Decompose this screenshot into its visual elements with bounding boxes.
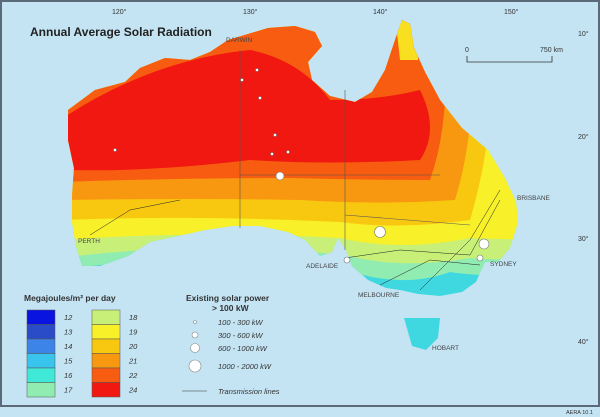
legend-swatch-label: 18 bbox=[129, 313, 138, 322]
state-borders bbox=[239, 50, 471, 250]
city-adelaide: ADELAIDE bbox=[306, 263, 339, 270]
radiation-legend: 12 13 14 15 16 17 18 19 20 21 22 24 bbox=[26, 309, 138, 398]
solar-legend-label: 1000 - 2000 kW bbox=[218, 362, 272, 371]
legend-swatch bbox=[26, 367, 56, 383]
solar-legend-label: 100 - 300 kW bbox=[218, 318, 264, 327]
latitude-labels: 10° 20° 30° 40° bbox=[578, 30, 589, 346]
solar-legend-labels: 100 - 300 kW 300 - 600 kW 600 - 1000 kW … bbox=[218, 318, 272, 371]
legend-swatch bbox=[26, 338, 56, 354]
legend-swatch bbox=[26, 309, 56, 325]
legend-swatch-label: 13 bbox=[64, 328, 73, 337]
lat-label: 40° bbox=[578, 338, 589, 346]
transmission-lines bbox=[89, 189, 501, 291]
legend-swatch bbox=[91, 353, 121, 369]
legend-swatch-label: 22 bbox=[128, 371, 138, 380]
map-frame bbox=[0, 0, 600, 407]
city-brisbane: BRISBANE bbox=[517, 195, 551, 202]
solar-legend-label: 600 - 1000 kW bbox=[218, 344, 268, 353]
legend-swatch bbox=[91, 338, 121, 354]
solar-legend-symbols bbox=[188, 320, 202, 373]
legend-swatch bbox=[91, 309, 121, 325]
transmission-legend-label: Transmission lines bbox=[218, 387, 280, 396]
legend-swatch-label: 19 bbox=[129, 328, 138, 337]
lat-label: 20° bbox=[578, 133, 589, 141]
lon-label: 130° bbox=[243, 8, 258, 16]
legend-swatch bbox=[26, 353, 56, 369]
lat-label: 10° bbox=[578, 30, 589, 38]
legend-swatch bbox=[91, 324, 121, 340]
legend-swatch bbox=[26, 382, 56, 398]
legend-swatch-label: 20 bbox=[128, 342, 138, 351]
city-melbourne: MELBOURNE bbox=[358, 292, 400, 299]
legend-swatch-label: 17 bbox=[64, 386, 73, 395]
lon-label: 150° bbox=[504, 8, 519, 16]
legend-swatch-label: 12 bbox=[64, 313, 73, 322]
solar-legend-label: 300 - 600 kW bbox=[218, 331, 264, 340]
legend-swatch-label: 21 bbox=[128, 357, 137, 366]
scale-bar: 0 750 km bbox=[465, 47, 563, 63]
city-perth: PERTH bbox=[78, 238, 100, 245]
lon-label: 140° bbox=[373, 8, 388, 16]
legend-swatch bbox=[26, 324, 56, 340]
legend-swatch-label: 14 bbox=[64, 342, 72, 351]
scale-end: 750 km bbox=[540, 47, 563, 54]
legend-swatch bbox=[91, 367, 121, 383]
legend-swatch-label: 15 bbox=[64, 357, 73, 366]
longitude-labels: 120° 130° 140° 150° bbox=[112, 8, 519, 16]
lat-label: 30° bbox=[578, 235, 589, 243]
city-hobart: HOBART bbox=[432, 345, 459, 352]
legend-swatch-label: 24 bbox=[128, 386, 137, 395]
solar-sites bbox=[113, 68, 490, 264]
legend-swatch bbox=[91, 382, 121, 398]
radiation-legend-title: Megajoules/m² per day bbox=[24, 293, 116, 303]
scale-start: 0 bbox=[465, 47, 469, 54]
city-sydney: SYDNEY bbox=[490, 261, 517, 268]
solar-legend-title: Existing solar power bbox=[186, 293, 270, 303]
city-darwin: DARWIN bbox=[226, 37, 253, 44]
legend-swatch-label: 16 bbox=[64, 371, 73, 380]
city-labels: DARWIN BRISBANE PERTH ADELAIDE SYDNEY ME… bbox=[78, 37, 551, 352]
lon-label: 120° bbox=[112, 8, 127, 16]
map-title: Annual Average Solar Radiation bbox=[30, 25, 212, 39]
solar-legend-subtitle: > 100 kW bbox=[212, 303, 250, 313]
figure-id: AERA 10.1 bbox=[566, 410, 593, 416]
